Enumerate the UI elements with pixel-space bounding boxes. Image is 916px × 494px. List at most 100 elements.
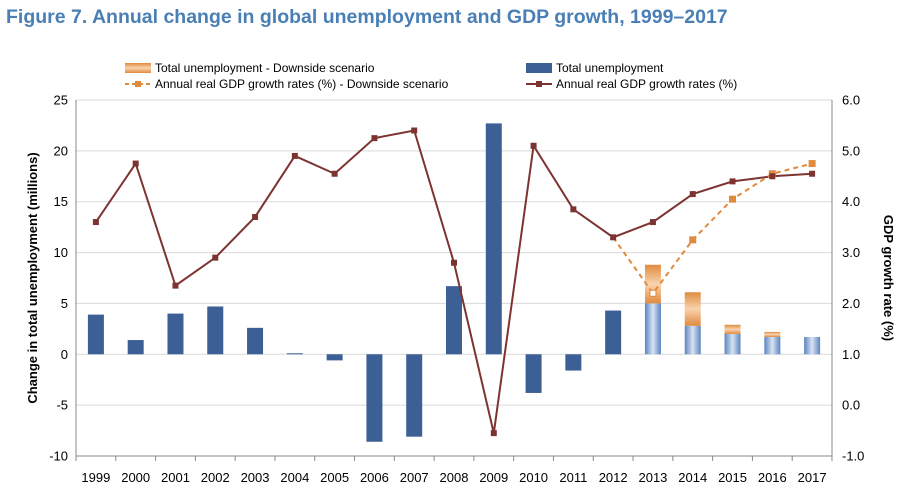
bar-total-unemployment: [644, 303, 661, 355]
gdp-marker: [451, 259, 457, 266]
gdp-marker: [252, 213, 259, 220]
y-tick-label: 10: [54, 245, 68, 260]
chart-title: Figure 7. Annual change in global unempl…: [6, 6, 728, 28]
lines: [92, 127, 816, 437]
gdp-downside-marker: [808, 160, 816, 168]
x-tick-label: 2001: [161, 470, 190, 485]
x-tick-label: 1999: [81, 470, 110, 485]
bar-total-unemployment: [87, 314, 104, 355]
gdp-downside-line: [612, 162, 813, 295]
gdp-marker: [331, 170, 338, 177]
bar-total-unemployment: [406, 354, 423, 437]
bar-downside-unemployment: [644, 264, 661, 304]
x-tick-label: 2013: [638, 470, 667, 485]
bar-total-unemployment: [605, 310, 622, 355]
bar-downside-unemployment: [764, 331, 781, 337]
x-tick-label: 2006: [360, 470, 389, 485]
bar-total-unemployment: [724, 333, 741, 355]
bar-total-unemployment: [804, 336, 821, 355]
x-tick-label: 2002: [201, 470, 230, 485]
gdp-marker: [769, 173, 776, 180]
gdp-marker: [411, 127, 418, 134]
bar-total-unemployment: [207, 306, 224, 355]
y2-tick-label: 3.0: [842, 245, 860, 260]
y2-tick-label: 4.0: [842, 194, 860, 209]
x-tick-label: 2015: [718, 470, 747, 485]
x-tick-label: 2008: [440, 470, 469, 485]
legend: Total unemployment - Downside scenario To…: [125, 61, 737, 91]
bar-total-unemployment: [326, 354, 343, 361]
y2-tick-label: 6.0: [842, 93, 860, 108]
gdp-line: [95, 129, 813, 434]
gdp-marker: [291, 152, 298, 159]
x-tick-label: 2004: [280, 470, 309, 485]
gdp-marker: [92, 219, 99, 226]
x-tick-label: 2007: [400, 470, 429, 485]
y-tick-label: 0: [61, 347, 68, 362]
bar-total-unemployment: [764, 336, 781, 355]
gdp-downside-marker: [729, 195, 737, 203]
y2-axis-label: GDP growth rate (%): [881, 215, 896, 341]
legend-label: Annual real GDP growth rates (%): [556, 77, 737, 91]
x-tick-label: 2012: [599, 470, 628, 485]
x-tick-label: 2000: [121, 470, 150, 485]
y-tick-label: 20: [54, 143, 68, 158]
x-tick-label: 2003: [241, 470, 270, 485]
x-tick-label: 2014: [678, 470, 707, 485]
bar-total-unemployment: [684, 325, 701, 355]
y2-tick-label: 0.0: [842, 398, 860, 413]
gdp-marker: [729, 178, 736, 185]
y-tick-label: 15: [54, 194, 68, 209]
y2-tick-label: 1.0: [842, 347, 860, 362]
gdp-marker: [490, 430, 497, 437]
gdp-marker: [649, 219, 656, 226]
y2-tick-label: 5.0: [842, 143, 860, 158]
y-tick-label: -5: [56, 398, 68, 413]
y-tick-label: 5: [61, 296, 68, 311]
y-axis-label: Change in total unemployment (millions): [25, 152, 40, 403]
x-tick-label: 2017: [798, 470, 827, 485]
gdp-downside-marker: [689, 236, 697, 244]
legend-marker-gdp-downside: [135, 81, 141, 87]
gdp-marker: [570, 206, 577, 213]
gdp-marker: [371, 135, 378, 142]
bar-total-unemployment: [247, 327, 264, 355]
legend-label: Total unemployment: [556, 61, 664, 75]
y-tick-label: 25: [54, 93, 68, 108]
gdp-marker: [610, 234, 617, 241]
bar-total-unemployment: [446, 286, 462, 355]
gridlines: [76, 99, 832, 457]
legend-swatch-downside-unemployment: [125, 63, 151, 73]
bar-total-unemployment: [366, 354, 383, 442]
bar-total-unemployment: [565, 354, 582, 371]
bar-total-unemployment: [525, 354, 542, 393]
bar-total-unemployment: [485, 123, 502, 355]
y2-tick-label: 2.0: [842, 296, 860, 311]
bar-total-unemployment: [167, 313, 184, 355]
y2-tick-label: -1.0: [842, 449, 864, 464]
legend-marker-gdp: [536, 81, 542, 87]
gdp-marker: [530, 142, 537, 149]
bars: [87, 123, 821, 442]
gdp-marker: [172, 282, 179, 289]
x-tick-label: 2005: [320, 470, 349, 485]
tick-labels: 2520151050-5-106.05.04.03.02.01.00.0-1.0…: [49, 93, 864, 486]
bar-total-unemployment: [127, 340, 144, 355]
legend-label: Total unemployment - Downside scenario: [155, 61, 375, 75]
legend-swatch-unemployment: [526, 63, 552, 73]
gdp-marker: [212, 254, 219, 261]
bar-total-unemployment: [286, 353, 303, 355]
gdp-marker: [689, 191, 696, 198]
bar-downside-unemployment: [684, 292, 701, 326]
x-tick-label: 2009: [479, 470, 508, 485]
gdp-marker: [809, 170, 816, 177]
x-tick-label: 2016: [758, 470, 787, 485]
bar-downside-unemployment: [724, 324, 741, 334]
legend-label: Annual real GDP growth rates (%) - Downs…: [155, 77, 449, 91]
x-tick-label: 2011: [559, 470, 587, 485]
x-tick-label: 2010: [519, 470, 548, 485]
y-tick-label: -10: [49, 449, 68, 464]
axes: [75, 100, 833, 461]
gdp-downside-marker: [649, 289, 657, 297]
